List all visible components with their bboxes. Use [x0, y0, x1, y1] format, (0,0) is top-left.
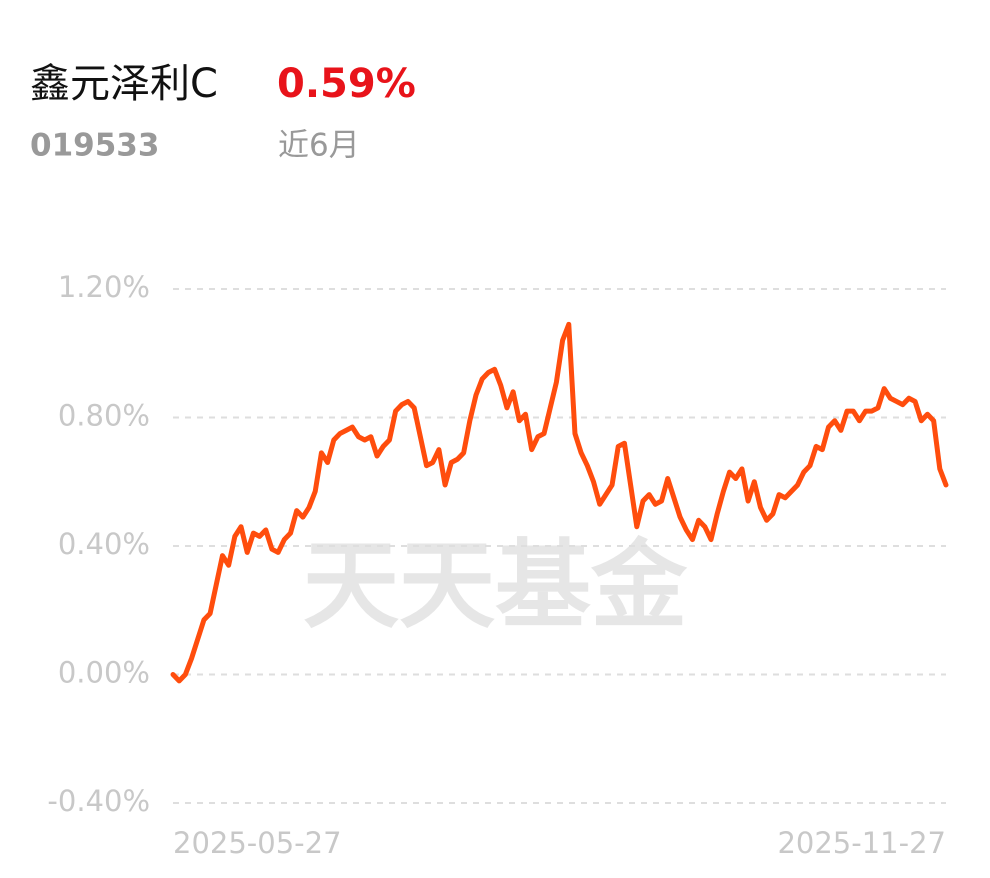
- fund-name: 鑫元泽利C: [30, 61, 218, 107]
- watermark: 天天基金: [303, 529, 688, 641]
- y-tick-label: 0.00%: [58, 656, 150, 690]
- fund-code: 019533: [30, 128, 159, 164]
- y-tick-label: 0.80%: [58, 399, 150, 433]
- x-tick-label: 2025-05-27: [173, 826, 342, 860]
- x-tick-label: 2025-11-27: [777, 826, 946, 860]
- y-tick-label: 0.40%: [58, 527, 150, 561]
- fund-return: 0.59%: [277, 61, 416, 107]
- y-tick-label: 1.20%: [58, 270, 150, 304]
- period: 近6月: [278, 128, 360, 164]
- line: [170, 321, 949, 684]
- y-tick-label: -0.40%: [47, 784, 150, 818]
